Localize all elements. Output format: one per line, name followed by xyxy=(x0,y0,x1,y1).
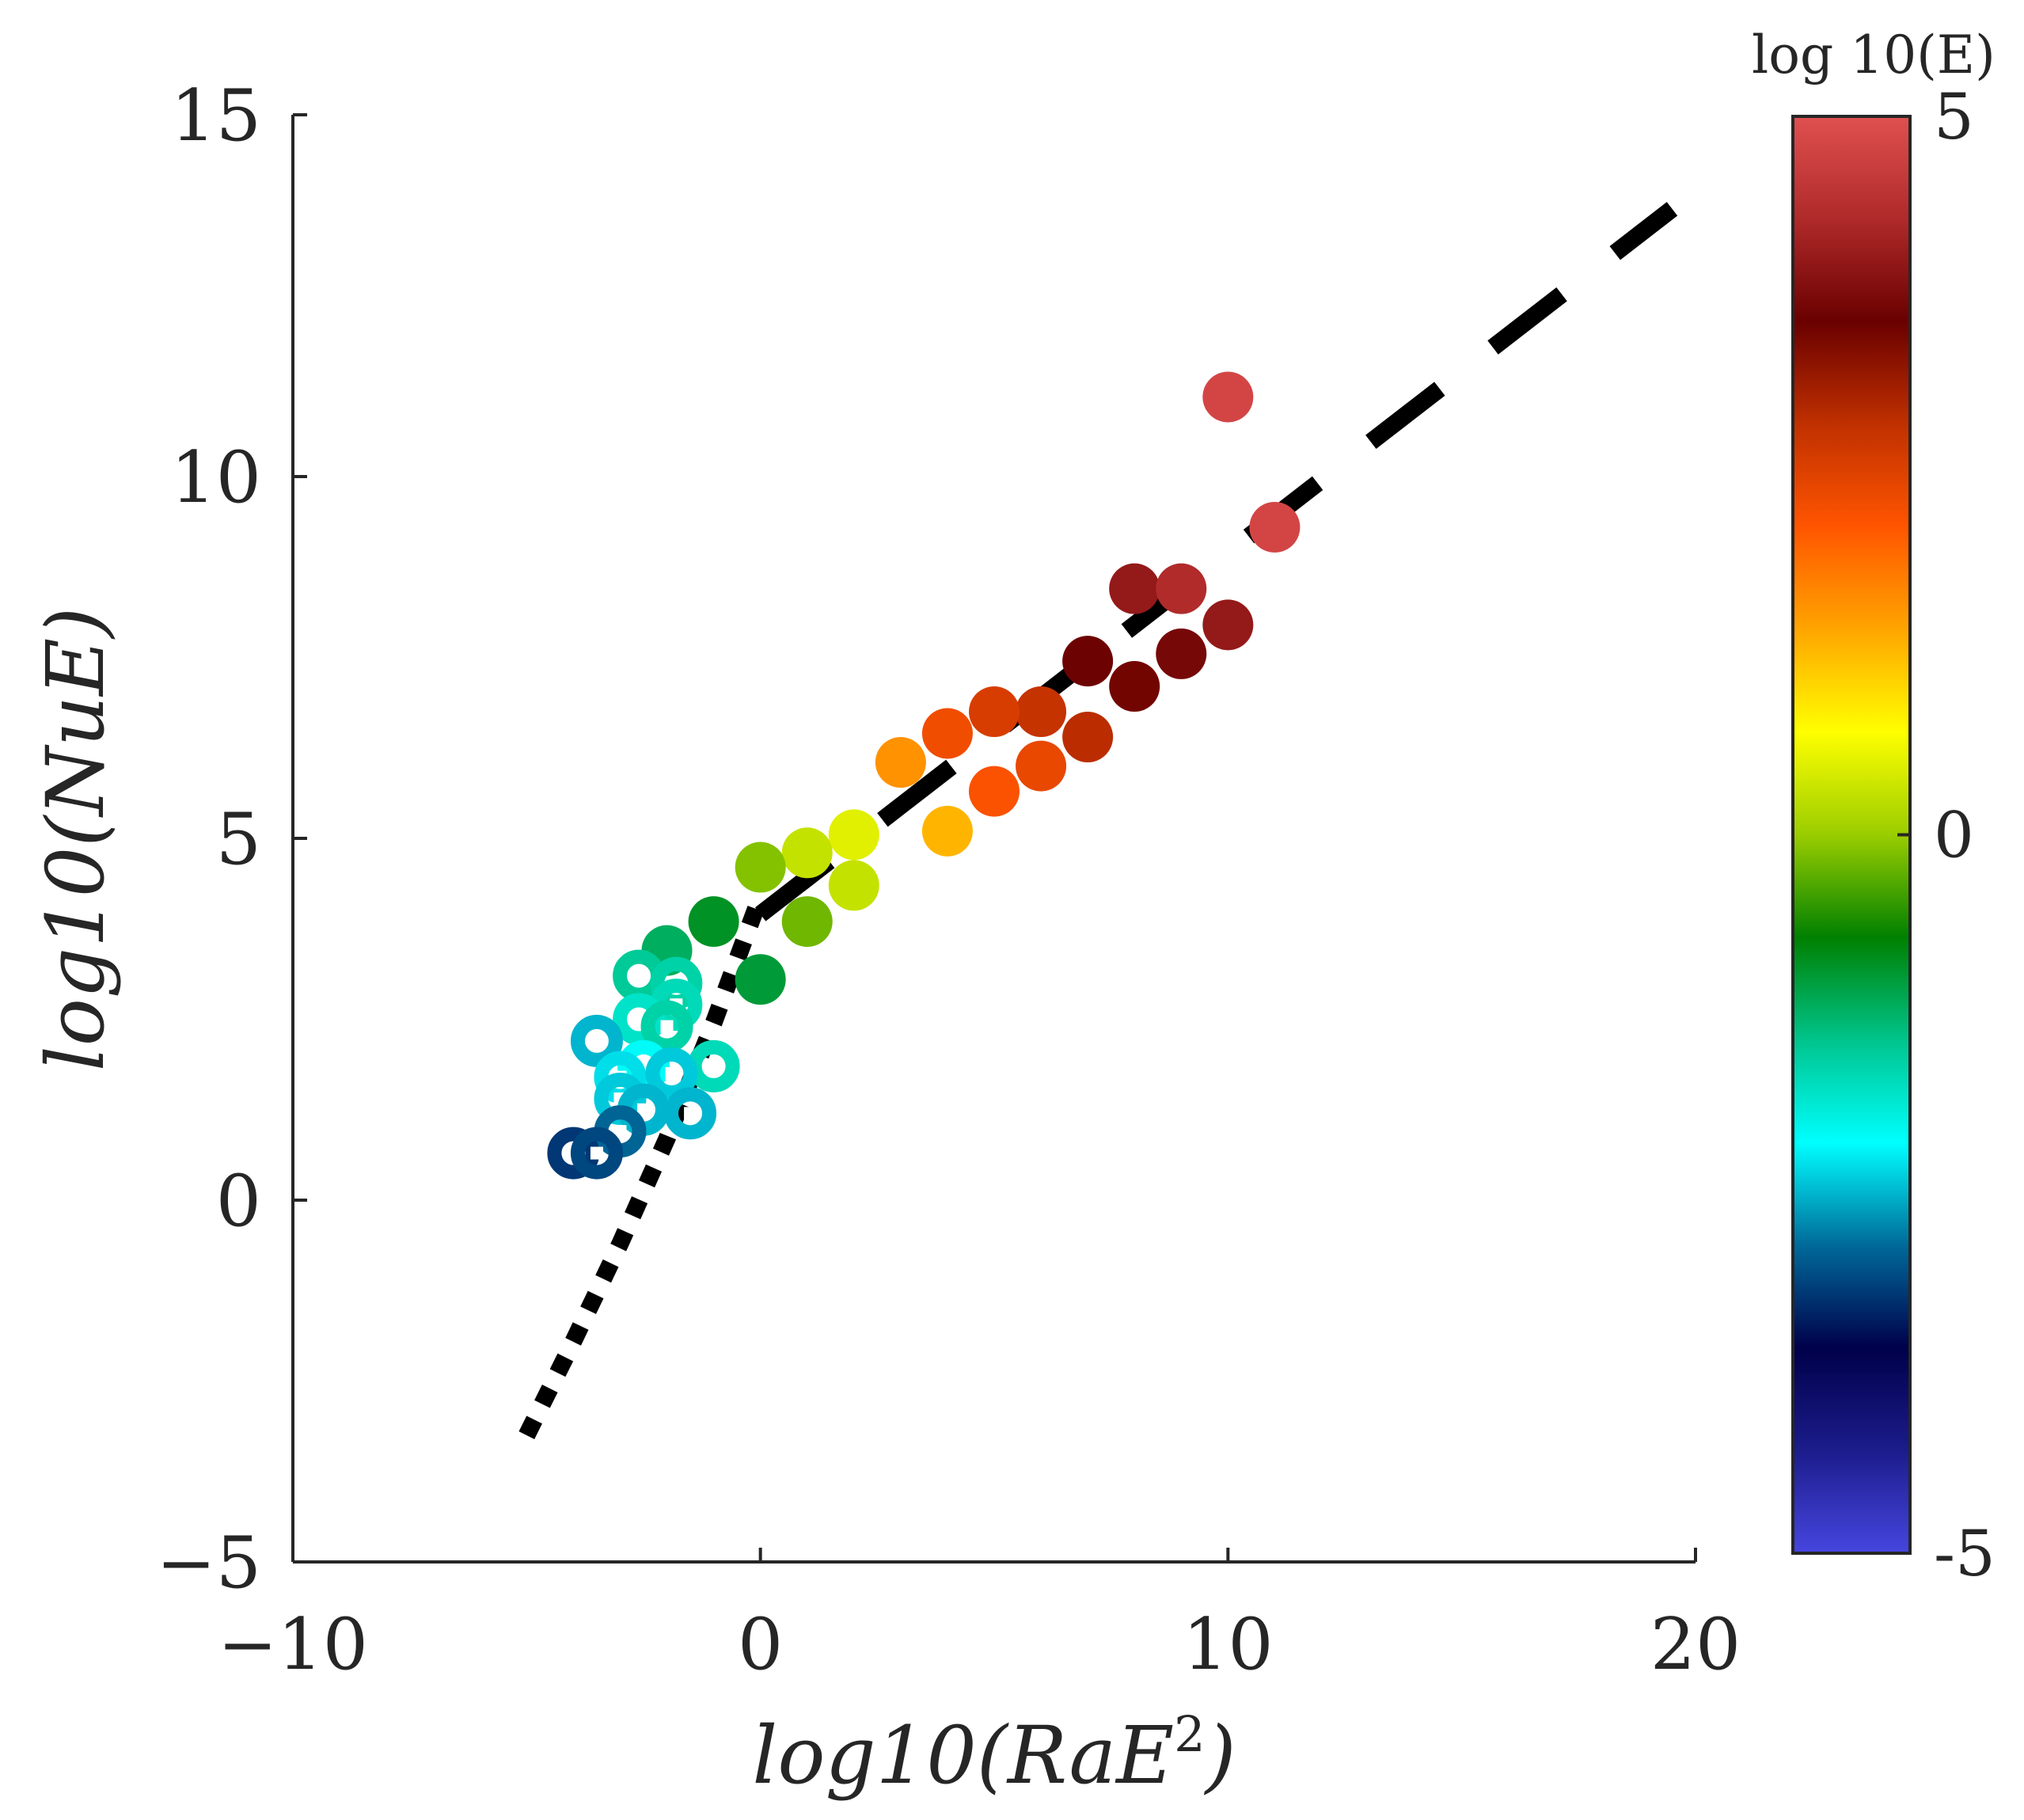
filled-point xyxy=(1016,686,1067,738)
colorbar-title: log 10(E) xyxy=(1752,25,1996,85)
filled-point xyxy=(921,708,973,759)
x-tick-label: 0 xyxy=(738,1603,783,1686)
filled-point xyxy=(875,737,926,788)
open-point-square xyxy=(590,1034,603,1047)
filled-point xyxy=(781,896,833,948)
filled-point xyxy=(921,805,973,857)
open-point-square xyxy=(684,1107,697,1120)
filled-point xyxy=(1016,740,1067,792)
x-tick-label: 10 xyxy=(1183,1603,1274,1686)
x-tick-label: 20 xyxy=(1650,1603,1741,1686)
x-axis-label-close: ) xyxy=(1204,1709,1236,1802)
open-point-ring xyxy=(664,1087,717,1140)
filled-point xyxy=(828,860,879,911)
open-point-ring xyxy=(613,993,666,1046)
x-axis-label: log10(RaE2) xyxy=(752,1705,1236,1802)
colorbar: log 10(E) -5 0 5 xyxy=(1752,25,1996,1590)
filled-point xyxy=(1156,563,1207,614)
open-point-square xyxy=(613,1125,627,1138)
dashed-fit-line xyxy=(754,202,1678,921)
colorbar-tick-label: -5 xyxy=(1934,1517,1996,1590)
colorbar-scale xyxy=(1791,115,1912,1555)
open-point-square xyxy=(637,1103,650,1116)
axes xyxy=(291,115,1696,1564)
filled-point xyxy=(1202,371,1254,423)
x-tick-label: −10 xyxy=(218,1603,368,1686)
y-tick-label: 15 xyxy=(170,74,261,158)
ticks: −10 0 10 20 −5 0 5 10 15 xyxy=(156,74,1741,1686)
filled-point xyxy=(969,766,1020,817)
open-point-ring xyxy=(570,1127,623,1180)
filled-point xyxy=(1202,599,1254,651)
filled-point xyxy=(688,896,739,948)
y-tick-label: 5 xyxy=(216,798,261,881)
open-point-square xyxy=(590,1146,603,1160)
x-axis-label-exponent: 2 xyxy=(1174,1705,1205,1763)
filled-point xyxy=(735,954,786,1005)
open-point-square xyxy=(632,969,646,982)
filled-point xyxy=(969,686,1020,738)
filled-point xyxy=(1109,563,1160,614)
filled-point xyxy=(781,827,833,879)
y-tick-label: −5 xyxy=(156,1522,261,1605)
colorbar-tick-label: 0 xyxy=(1934,799,1974,872)
filled-point xyxy=(1109,661,1160,712)
filled-point xyxy=(1062,712,1114,763)
fit-lines xyxy=(518,202,1678,1439)
open-point-ring xyxy=(645,1047,698,1100)
filled-point xyxy=(1062,636,1114,687)
open-point-ring xyxy=(640,1000,693,1053)
filled-point xyxy=(1156,628,1207,679)
filled-point xyxy=(828,809,879,861)
filled-point xyxy=(735,842,786,893)
y-tick-label: 0 xyxy=(216,1160,261,1243)
colorbar-tick-label: 5 xyxy=(1934,80,1974,154)
open-point-ring xyxy=(570,1014,623,1067)
open-point-square xyxy=(665,1067,678,1081)
y-axis-label: log10(NuE) xyxy=(29,607,122,1071)
open-point-square xyxy=(707,1059,720,1073)
x-axis-label-rae: RaE xyxy=(1006,1709,1174,1802)
filled-point xyxy=(1249,501,1301,553)
open-point-square xyxy=(660,1020,674,1033)
y-tick-label: 10 xyxy=(170,436,261,519)
data-points xyxy=(547,371,1301,1180)
